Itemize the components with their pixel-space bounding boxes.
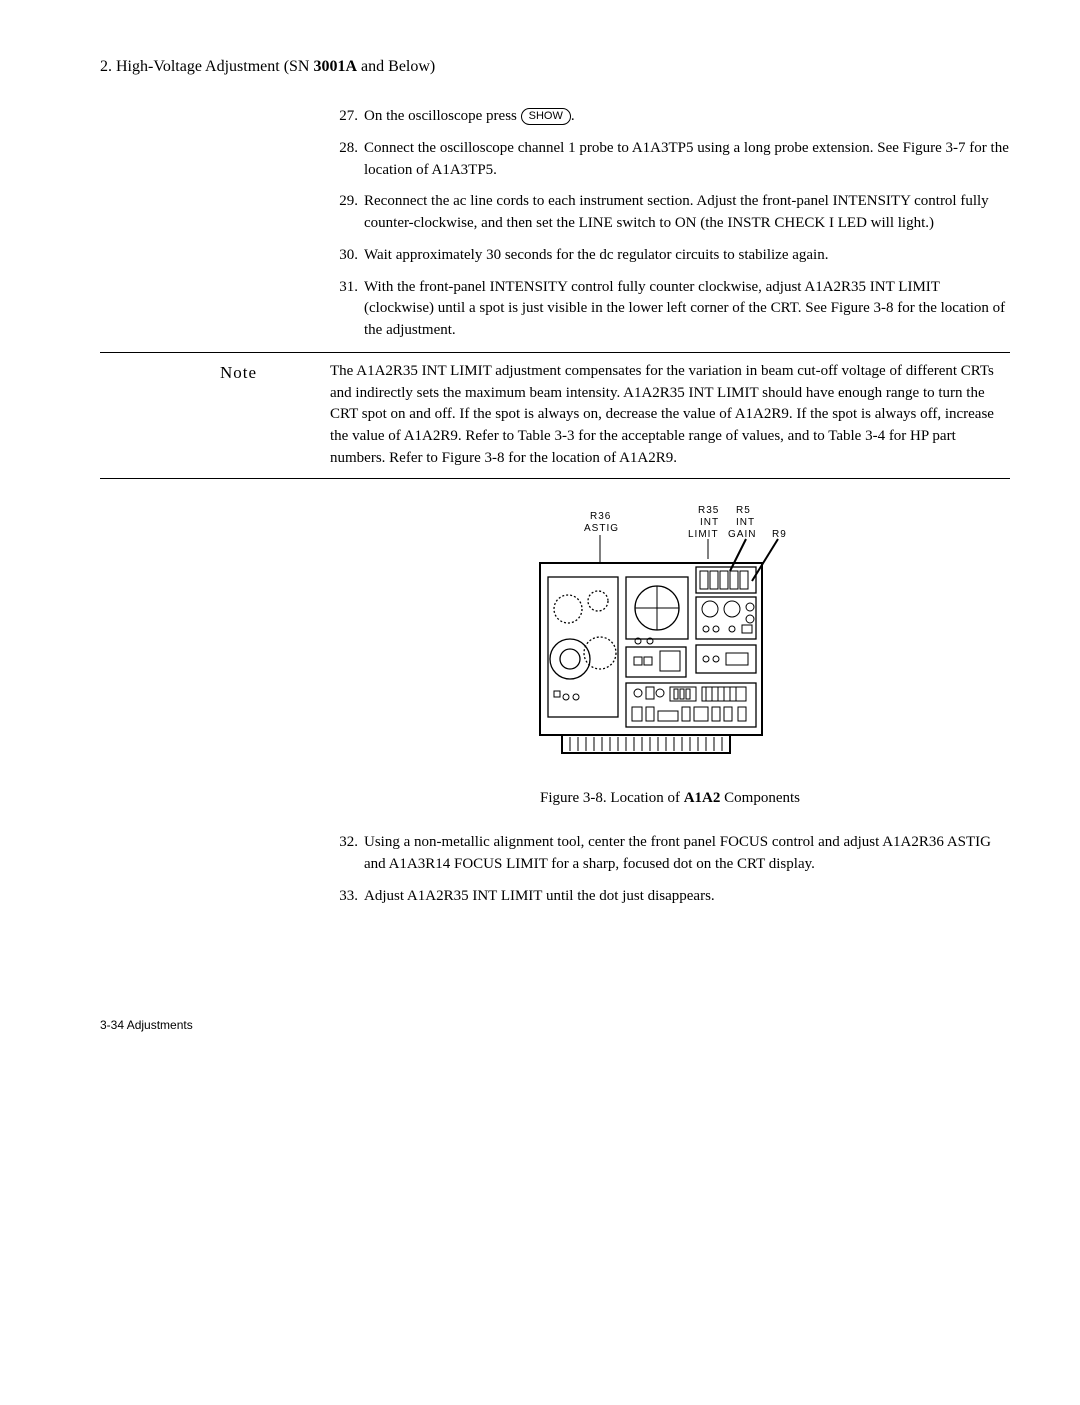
fig-cap-bold: A1A2	[684, 790, 721, 806]
note-block: Note The A1A2R35 INT LIMIT adjustment co…	[100, 352, 1010, 479]
fig-cap-post: Components	[720, 790, 800, 806]
lbl-r9: R9	[772, 529, 787, 540]
lbl-r5-b: INT	[736, 517, 755, 528]
step-text-post: .	[571, 108, 575, 124]
step-body: Connect the oscilloscope channel 1 probe…	[364, 138, 1010, 182]
page-footer: 3-34 Adjustments	[100, 1017, 193, 1034]
lbl-r35-c: LIMIT	[688, 529, 719, 540]
lbl-r35-b: INT	[700, 517, 719, 528]
step-33: 33. Adjust A1A2R35 INT LIMIT until the d…	[330, 886, 1010, 908]
key-show: SHOW	[521, 108, 571, 125]
title-suffix: and Below)	[357, 58, 435, 75]
step-num: 30.	[330, 245, 364, 267]
step-body: With the front-panel INTENSITY control f…	[364, 277, 1010, 342]
step-body: On the oscilloscope press SHOW.	[364, 106, 1010, 128]
step-num: 31.	[330, 277, 364, 342]
lbl-r5-a: R5	[736, 505, 751, 516]
note-label: Note	[100, 361, 330, 470]
lbl-r36-b: ASTIG	[584, 523, 619, 534]
step-body: Adjust A1A2R35 INT LIMIT until the dot j…	[364, 886, 1010, 908]
step-31: 31. With the front-panel INTENSITY contr…	[330, 277, 1010, 342]
step-30: 30. Wait approximately 30 seconds for th…	[330, 245, 1010, 267]
lbl-r36-a: R36	[590, 511, 611, 522]
fig-cap-pre: Figure 3-8. Location of	[540, 790, 684, 806]
figure-caption: Figure 3-8. Location of A1A2 Components	[330, 788, 1010, 810]
step-num: 33.	[330, 886, 364, 908]
step-num: 29.	[330, 191, 364, 235]
lbl-r35-a: R35	[698, 505, 719, 516]
lbl-r5-c: GAIN	[728, 529, 756, 540]
step-text-pre: On the oscilloscope press	[364, 108, 521, 124]
step-27: 27. On the oscilloscope press SHOW.	[330, 106, 1010, 128]
step-num: 28.	[330, 138, 364, 182]
page-title: 2. High-Voltage Adjustment (SN 3001A and…	[100, 55, 1010, 78]
steps-upper: 27. On the oscilloscope press SHOW. 28. …	[330, 106, 1010, 342]
step-body: Wait approximately 30 seconds for the dc…	[364, 245, 1010, 267]
step-29: 29. Reconnect the ac line cords to each …	[330, 191, 1010, 235]
note-body: The A1A2R35 INT LIMIT adjustment compens…	[330, 361, 1010, 470]
component-diagram: R36 ASTIG R35 INT LIMIT R5 INT GAIN R9	[510, 501, 830, 771]
figure-area: R36 ASTIG R35 INT LIMIT R5 INT GAIN R9	[330, 501, 1010, 908]
step-num: 27.	[330, 106, 364, 128]
step-num: 32.	[330, 832, 364, 876]
figure-3-8: R36 ASTIG R35 INT LIMIT R5 INT GAIN R9	[330, 501, 1010, 779]
title-prefix: 2. High-Voltage Adjustment (SN	[100, 58, 313, 75]
step-body: Reconnect the ac line cords to each inst…	[364, 191, 1010, 235]
title-bold: 3001A	[313, 58, 357, 75]
step-32: 32. Using a non-metallic alignment tool,…	[330, 832, 1010, 876]
step-body: Using a non-metallic alignment tool, cen…	[364, 832, 1010, 876]
step-28: 28. Connect the oscilloscope channel 1 p…	[330, 138, 1010, 182]
